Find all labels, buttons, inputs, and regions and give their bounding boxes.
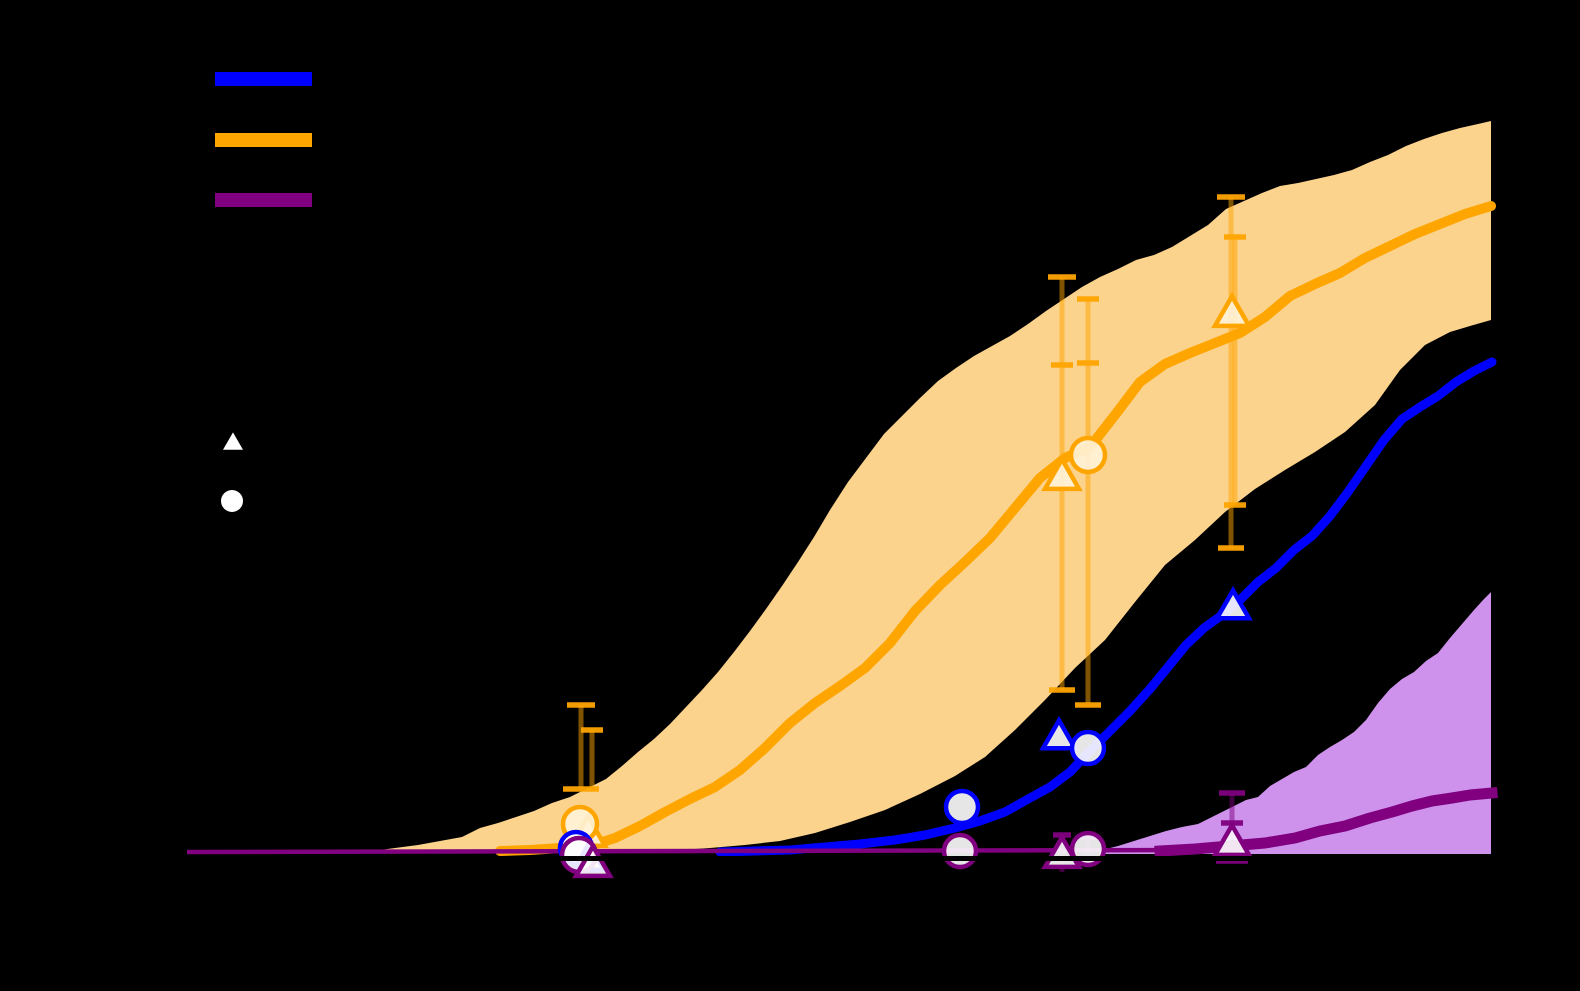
orange-error-bar — [1224, 234, 1246, 508]
blue-triangle-marker — [1213, 585, 1253, 621]
orange-error-bar — [581, 727, 603, 789]
x-axis-spine — [182, 856, 1500, 861]
legend — [215, 72, 312, 512]
blue-median-line — [715, 357, 1497, 857]
blue-circle-marker — [943, 788, 981, 826]
blue-triangle-marker — [1039, 715, 1079, 751]
legend-triangle-key — [223, 432, 243, 450]
blue-circle-marker — [1069, 729, 1107, 767]
orange-median-line — [495, 201, 1496, 856]
orange-triangle-marker — [1211, 291, 1253, 329]
legend-swatch-blue-line — [215, 72, 312, 86]
legend-swatch-purple-line — [215, 193, 312, 207]
purple-circle-marker — [941, 832, 979, 870]
orange-confidence-band — [373, 121, 1491, 852]
orange-error-bar — [1075, 296, 1101, 708]
orange-circle-marker — [1068, 435, 1108, 475]
legend-swatch-orange-line — [215, 133, 312, 147]
purple-triangle-marker — [572, 841, 614, 879]
orange-error-bar — [1217, 194, 1245, 551]
purple-confidence-band — [1102, 592, 1491, 854]
legend-circle-key — [221, 490, 243, 512]
orange-triangle-marker — [1041, 454, 1083, 492]
purple-triangle-marker — [1211, 820, 1253, 858]
